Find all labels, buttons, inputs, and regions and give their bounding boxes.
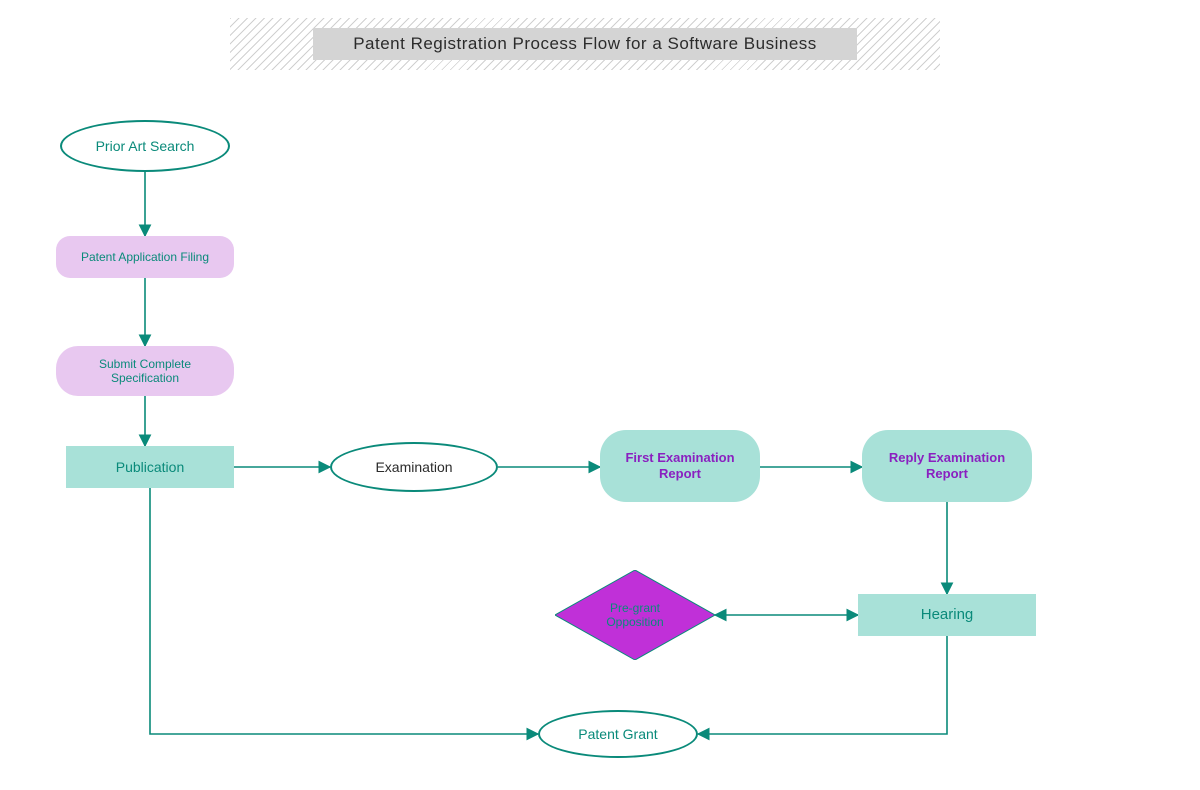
node-label-first_exam: First Examination Report (619, 450, 740, 481)
node-label-prior_art: Prior Art Search (90, 138, 201, 155)
node-label-submit_spec: Submit Complete Specification (93, 357, 197, 386)
node-label-publication: Publication (110, 459, 191, 476)
node-hearing: Hearing (858, 594, 1036, 636)
node-label-examination: Examination (369, 459, 458, 476)
page-title: Patent Registration Process Flow for a S… (313, 28, 857, 60)
node-filing: Patent Application Filing (56, 236, 234, 278)
node-pre_grant: Pre-grant Opposition (555, 570, 715, 660)
node-label-hearing: Hearing (915, 606, 980, 624)
node-publication: Publication (66, 446, 234, 488)
node-patent_grant: Patent Grant (538, 710, 698, 758)
node-reply_exam: Reply Examination Report (862, 430, 1032, 502)
edge-hearing-patent_grant (698, 636, 947, 734)
title-banner: Patent Registration Process Flow for a S… (230, 18, 940, 70)
node-submit_spec: Submit Complete Specification (56, 346, 234, 396)
node-prior_art: Prior Art Search (60, 120, 230, 172)
node-label-filing: Patent Application Filing (75, 250, 215, 264)
node-label-patent_grant: Patent Grant (572, 726, 663, 743)
edge-publication-patent_grant (150, 488, 538, 734)
node-first_exam: First Examination Report (600, 430, 760, 502)
node-label-pre_grant: Pre-grant Opposition (600, 601, 669, 630)
node-label-reply_exam: Reply Examination Report (883, 450, 1011, 481)
node-examination: Examination (330, 442, 498, 492)
